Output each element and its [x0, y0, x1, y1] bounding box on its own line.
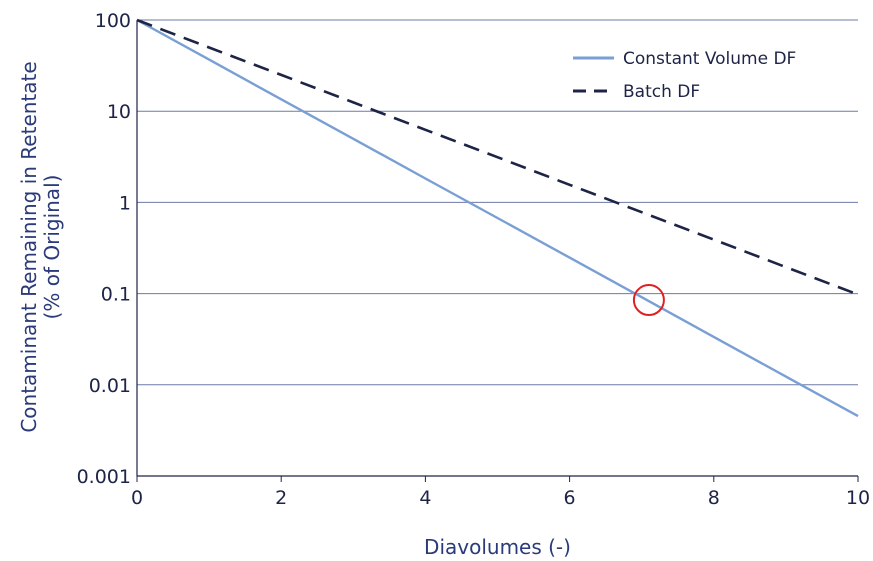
x-tick-label: 8 — [708, 487, 720, 509]
series-line-batch-df — [136, 18, 859, 296]
y-tick-label: 0.01 — [89, 375, 131, 397]
x-tick-label: 4 — [419, 487, 431, 509]
tick-labels: 0.001 0.01 0.1 1 10 100 0 2 4 6 8 10 — [77, 10, 871, 509]
y-tick-label: 100 — [95, 10, 131, 32]
axis-titles: Diavolumes (-) Contaminant Remaining in R… — [17, 61, 571, 559]
axes — [136, 20, 858, 477]
y-tick-label: 0.001 — [77, 466, 131, 488]
legend-label-constant-volume-df: Constant Volume DF — [623, 49, 796, 69]
series-lines — [136, 18, 859, 418]
y-tick-label: 10 — [107, 101, 131, 123]
legend: Constant Volume DF Batch DF — [573, 49, 796, 102]
y-axis-title: Contaminant Remaining in Retentate (% of … — [17, 61, 64, 432]
x-tick-label: 2 — [275, 487, 287, 509]
y-axis-title-line: (% of Original) — [40, 175, 64, 320]
y-tick-label: 0.1 — [101, 284, 131, 306]
highlight-circle — [632, 284, 665, 317]
annotations — [632, 284, 665, 317]
y-tick-label: 1 — [119, 192, 131, 214]
x-tick-label: 0 — [131, 487, 143, 509]
legend-label-batch-df: Batch DF — [623, 82, 700, 102]
series-line-constant-volume-df — [136, 18, 859, 418]
grid-lines — [137, 19, 858, 386]
x-axis-title: Diavolumes (-) — [424, 535, 571, 559]
x-tick-label: 6 — [564, 487, 576, 509]
x-tick-label: 10 — [846, 487, 870, 509]
y-axis-title-line: Contaminant Remaining in Retentate — [17, 61, 41, 432]
